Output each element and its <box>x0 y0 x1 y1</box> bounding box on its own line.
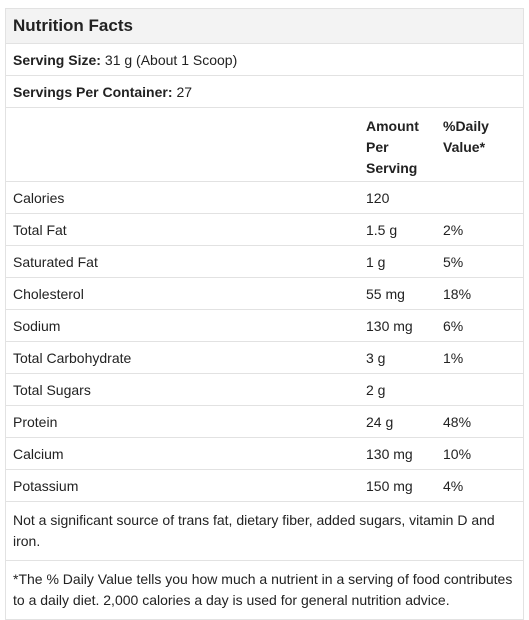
column-header: Amount Per Serving <box>366 118 419 176</box>
amount: 1.5 g <box>366 221 398 238</box>
daily-value: 18% <box>443 285 472 302</box>
page: {"title": "Nutrition Facts", "serving_si… <box>5 8 524 620</box>
nutrient-row: Calories 120 <box>6 182 523 214</box>
nutrient: Cholesterol <box>13 285 84 302</box>
nutrient: Calcium <box>13 445 64 462</box>
daily-value: 4% <box>443 477 464 494</box>
amount: 150 mg <box>366 477 413 494</box>
amount: 24 g <box>366 413 394 430</box>
amount: 130 mg <box>366 445 413 462</box>
daily-value: 2% <box>443 221 464 238</box>
nutrient: Saturated Fat <box>13 253 98 270</box>
value: 31 g (About 1 Scoop) <box>104 51 238 68</box>
footnote: *The % Daily Value tells you how much a … <box>6 561 523 620</box>
nutrient-row: Potassium 150 mg 4% <box>6 470 523 502</box>
nutrient: Total Carbohydrate <box>13 349 132 366</box>
nutrient-row: Protein 24 g 48% <box>6 406 523 438</box>
nutrient: Calories <box>13 189 65 206</box>
amount: 120 <box>366 189 390 206</box>
daily-value: 1% <box>443 349 464 366</box>
daily-value: 10% <box>443 445 472 462</box>
daily-value: 5% <box>443 253 464 270</box>
nutrient: Protein <box>13 413 58 430</box>
nutrient-row: Total Sugars 2 g <box>6 374 523 406</box>
nutrient-row: Calcium 130 mg 10% <box>6 438 523 470</box>
nutrient: Total Fat <box>13 221 67 238</box>
nutrient-row: Sodium 130 mg 6% <box>6 310 523 342</box>
daily-value: 6% <box>443 317 464 334</box>
serving-size: Serving Size: 31 g (About 1 Scoop) <box>6 44 523 76</box>
amount: 1 g <box>366 253 386 270</box>
nutrient-row: Total Carbohydrate 3 g 1% <box>6 342 523 374</box>
amount: 3 g <box>366 349 386 366</box>
nutrient-row: Total Fat 1.5 g 2% <box>6 214 523 246</box>
nutrition-panel: Nutrition Facts Serving Size: 31 g (About… <box>5 8 524 620</box>
table-header: Amount Per Serving %Daily Value* <box>6 108 523 182</box>
servings-per-container: Servings Per Container: 27 <box>6 76 523 108</box>
label: Servings Per Container: <box>13 83 173 100</box>
nutrient: Total Sugars <box>13 381 91 398</box>
amount: 2 g <box>366 381 386 398</box>
column-header: %Daily Value* <box>443 118 489 155</box>
nutrient-row: Cholesterol 55 mg 18% <box>6 278 523 310</box>
value: 27 <box>176 83 193 100</box>
amount: 130 mg <box>366 317 413 334</box>
daily-value: 48% <box>443 413 472 430</box>
nutrient-row: Saturated Fat 1 g 5% <box>6 246 523 278</box>
title: Nutrition Facts <box>6 9 523 44</box>
nutrient: Potassium <box>13 477 79 494</box>
footnote: Not a significant source of trans fat, d… <box>6 502 523 561</box>
amount: 55 mg <box>366 285 405 302</box>
label: Serving Size: <box>13 51 101 68</box>
nutrient: Sodium <box>13 317 61 334</box>
